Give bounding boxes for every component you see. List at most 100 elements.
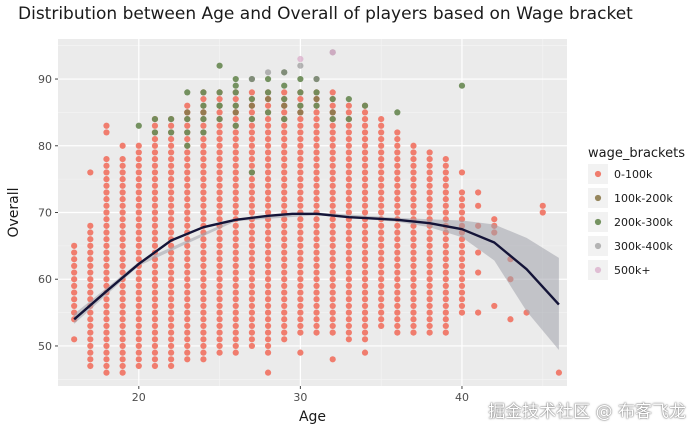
point-0-100k	[248, 182, 256, 189]
point-0-100k	[119, 369, 126, 376]
point-0-100k	[103, 316, 110, 323]
point-0-100k	[151, 182, 159, 189]
point-0-100k	[458, 256, 466, 263]
point-0-100k	[458, 302, 466, 310]
point-0-100k	[329, 242, 336, 249]
point-0-100k	[281, 296, 288, 303]
point-0-100k	[200, 269, 207, 276]
point-0-100k	[248, 276, 256, 283]
point-0-100k	[361, 149, 369, 156]
point-0-100k	[232, 236, 239, 243]
point-0-100k	[200, 282, 207, 290]
point-0-100k	[264, 162, 272, 169]
point-0-100k	[426, 262, 433, 269]
point-0-100k	[442, 256, 449, 263]
point-0-100k	[151, 135, 159, 143]
point-0-100k	[168, 149, 175, 156]
point-0-100k	[281, 89, 288, 96]
point-0-100k	[232, 276, 239, 283]
point-0-100k	[151, 336, 159, 343]
point-0-100k	[313, 156, 320, 163]
point-0-100k	[87, 349, 94, 356]
point-0-100k	[281, 262, 288, 269]
point-0-100k	[329, 202, 336, 209]
point-0-100k	[119, 189, 126, 196]
point-200k-300k	[216, 102, 223, 109]
point-0-100k	[410, 262, 417, 269]
point-0-100k	[281, 242, 288, 249]
point-0-100k	[297, 135, 304, 143]
point-0-100k	[410, 242, 417, 249]
point-0-100k	[200, 336, 207, 343]
point-0-100k	[119, 302, 126, 310]
point-0-100k	[119, 289, 126, 296]
point-0-100k	[297, 129, 304, 136]
point-0-100k	[394, 302, 401, 310]
point-0-100k	[119, 282, 126, 290]
point-0-100k	[410, 256, 417, 263]
point-0-100k	[475, 249, 482, 256]
point-0-100k	[184, 249, 191, 256]
point-0-100k	[103, 356, 110, 363]
point-0-100k	[378, 309, 385, 316]
y-axis-title: Overall	[6, 187, 22, 237]
point-0-100k	[426, 316, 433, 323]
point-0-100k	[345, 289, 352, 296]
point-0-100k	[184, 122, 191, 129]
point-0-100k	[281, 329, 288, 336]
point-0-100k	[119, 262, 126, 269]
point-0-100k	[87, 329, 94, 336]
point-200k-300k	[151, 115, 159, 123]
point-0-100k	[426, 249, 433, 256]
point-0-100k	[361, 249, 369, 256]
point-0-100k	[135, 302, 142, 310]
point-0-100k	[151, 169, 159, 176]
point-0-100k	[119, 196, 126, 203]
point-0-100k	[361, 302, 369, 310]
point-0-100k	[184, 309, 191, 316]
point-0-100k	[168, 316, 175, 323]
point-0-100k	[313, 176, 320, 183]
point-0-100k	[345, 182, 352, 189]
point-200k-300k	[135, 122, 142, 129]
point-0-100k	[232, 169, 239, 176]
point-0-100k	[168, 135, 175, 143]
point-0-100k	[475, 309, 482, 316]
point-0-100k	[264, 289, 272, 296]
point-0-100k	[394, 196, 401, 203]
point-0-100k	[345, 102, 352, 109]
point-0-100k	[264, 189, 272, 196]
point-0-100k	[297, 329, 304, 336]
point-0-100k	[378, 129, 385, 136]
point-200k-300k	[329, 95, 336, 103]
point-0-100k	[394, 322, 401, 330]
point-0-100k	[135, 316, 142, 323]
point-0-100k	[281, 135, 288, 143]
point-0-100k	[232, 342, 239, 350]
point-100k-200k	[313, 95, 320, 103]
point-0-100k	[378, 176, 385, 183]
point-0-100k	[297, 115, 304, 123]
point-0-100k	[200, 182, 207, 189]
point-100k-200k	[281, 102, 288, 109]
point-0-100k	[426, 256, 433, 263]
point-0-100k	[345, 176, 352, 183]
point-200k-300k	[345, 95, 352, 103]
point-0-100k	[184, 356, 191, 363]
point-0-100k	[442, 296, 449, 303]
point-0-100k	[378, 135, 385, 143]
point-0-100k	[378, 209, 385, 216]
point-0-100k	[264, 156, 272, 163]
point-0-100k	[378, 196, 385, 203]
point-0-100k	[103, 209, 110, 216]
point-0-100k	[458, 289, 466, 296]
point-0-100k	[329, 156, 336, 163]
point-0-100k	[135, 322, 142, 330]
point-0-100k	[168, 156, 175, 163]
point-0-100k	[539, 209, 546, 216]
point-0-100k	[87, 282, 94, 290]
point-0-100k	[297, 256, 304, 263]
point-0-100k	[87, 242, 94, 249]
point-0-100k	[442, 182, 449, 189]
point-0-100k	[71, 296, 78, 303]
